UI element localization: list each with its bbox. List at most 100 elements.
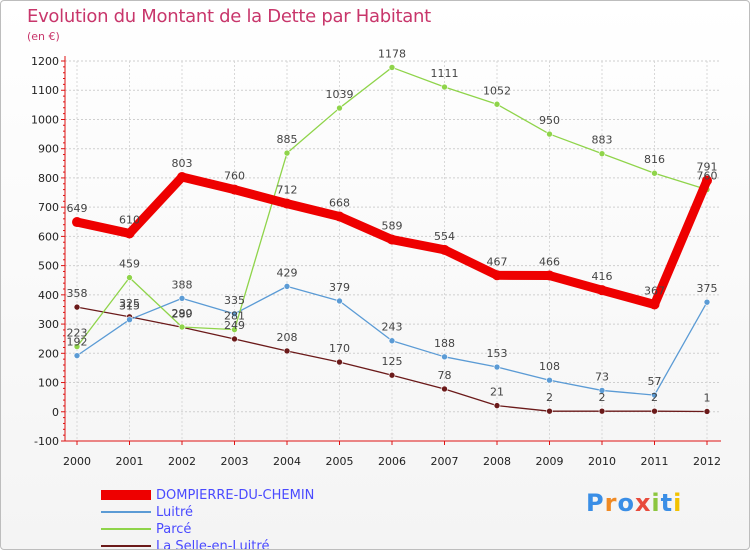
data-point	[544, 270, 555, 281]
data-point	[651, 169, 658, 177]
data-point	[598, 150, 606, 157]
data-point	[72, 217, 82, 228]
logo-letter: r	[604, 489, 618, 517]
y-tick-label: 100	[38, 377, 59, 390]
data-label: 188	[434, 337, 455, 350]
data-label: 668	[329, 197, 350, 210]
x-tick-label: 2012	[693, 455, 721, 468]
data-label: 335	[224, 294, 245, 307]
data-label: 192	[67, 336, 88, 349]
logo-letter: i	[651, 489, 661, 517]
data-point	[703, 408, 711, 415]
x-tick-label: 2002	[168, 455, 196, 468]
x-tick-label: 2005	[326, 455, 354, 468]
data-label: 760	[224, 170, 245, 183]
x-tick-label: 2004	[273, 455, 301, 468]
data-label: 78	[438, 369, 452, 382]
chart-subtitle: (en €)	[27, 30, 60, 43]
legend-swatch-la-selle	[101, 545, 151, 547]
data-label: 467	[487, 255, 508, 268]
data-point	[73, 303, 81, 311]
data-label: 2	[651, 391, 658, 404]
data-point	[493, 363, 501, 371]
y-tick-label: 200	[38, 347, 59, 360]
data-point	[126, 316, 133, 323]
legend-label: Luitré	[156, 505, 194, 520]
data-label: 358	[67, 287, 88, 300]
x-tick-label: 2011	[641, 455, 669, 468]
data-point	[441, 83, 448, 91]
data-label: 290	[172, 307, 193, 320]
data-label: 610	[119, 213, 140, 226]
legend-label: La Selle-en-Luitré	[156, 539, 270, 550]
data-label: 2	[599, 391, 606, 404]
data-label: 712	[277, 184, 298, 197]
y-tick-label: 500	[38, 260, 59, 273]
logo-letter: P	[586, 489, 605, 517]
y-tick-label: 600	[38, 230, 59, 243]
data-label: 249	[224, 319, 245, 332]
data-label: 760	[697, 170, 718, 183]
data-point	[651, 391, 658, 399]
data-point	[231, 326, 238, 333]
data-label: 73	[595, 370, 609, 383]
data-label: 459	[119, 258, 140, 271]
x-tick-label: 2001	[116, 455, 144, 468]
data-label: 125	[382, 355, 403, 368]
data-label: 1111	[431, 67, 459, 80]
y-tick-label: -100	[34, 435, 59, 448]
y-tick-label: 400	[38, 289, 59, 302]
data-point	[336, 297, 343, 305]
data-label: 289	[172, 307, 193, 320]
data-point	[283, 347, 291, 355]
data-point	[334, 211, 345, 222]
x-tick-label: 2007	[431, 455, 459, 468]
data-label: 429	[277, 266, 298, 279]
x-tick-label: 2008	[483, 455, 511, 468]
data-point	[441, 353, 448, 361]
data-point	[703, 298, 711, 306]
data-point	[493, 402, 501, 409]
data-label: 791	[697, 161, 718, 174]
data-point	[702, 175, 712, 186]
data-label: 950	[539, 114, 560, 127]
x-tick-label: 2010	[588, 455, 616, 468]
y-tick-label: 700	[38, 201, 59, 214]
data-point	[231, 335, 238, 343]
data-label: 243	[382, 321, 403, 334]
x-tick-label: 2000	[63, 455, 91, 468]
data-point	[651, 407, 658, 415]
data-label: 223	[67, 327, 88, 340]
data-point	[598, 387, 606, 394]
y-tick-label: 800	[38, 172, 59, 185]
legend-label: Parcé	[156, 522, 192, 537]
data-label: 1178	[378, 47, 406, 60]
data-point	[177, 172, 187, 183]
data-point	[388, 337, 396, 345]
data-point	[492, 270, 502, 281]
data-label: 315	[119, 300, 140, 313]
data-point	[439, 244, 450, 255]
data-label: 1	[704, 391, 711, 404]
data-label: 816	[644, 153, 665, 166]
data-label: 885	[277, 133, 298, 146]
data-point	[336, 358, 343, 366]
data-point	[283, 149, 291, 157]
data-point	[387, 234, 397, 245]
data-point	[546, 376, 553, 384]
data-label: 108	[539, 360, 560, 373]
data-point	[546, 130, 553, 138]
logo-letter: x	[634, 489, 652, 517]
data-label: 388	[172, 278, 193, 291]
data-point	[283, 283, 291, 290]
data-point	[546, 407, 553, 415]
data-label: 379	[329, 281, 350, 294]
x-tick-label: 2009	[536, 455, 564, 468]
data-point	[229, 184, 240, 195]
legend-swatch-parce	[101, 528, 151, 530]
data-label: 57	[648, 375, 662, 388]
data-label: 21	[490, 386, 504, 399]
data-point	[73, 343, 81, 350]
x-tick-label: 2003	[221, 455, 249, 468]
